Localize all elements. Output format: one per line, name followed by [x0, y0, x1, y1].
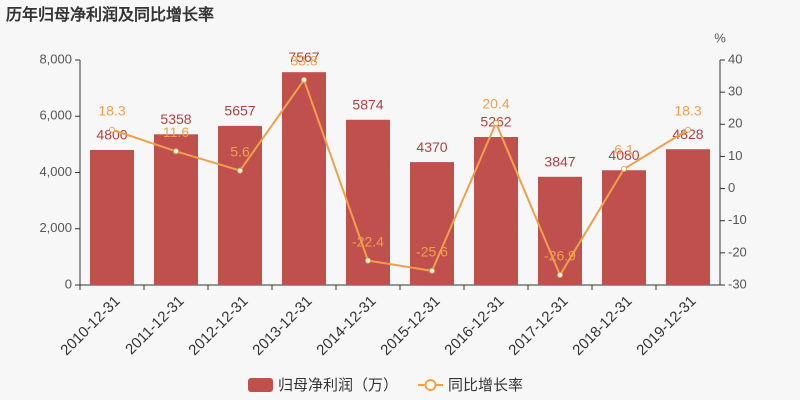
bar	[282, 72, 326, 285]
legend-label: 同比增长率	[448, 377, 523, 394]
line-value-label: 20.4	[482, 96, 509, 112]
legend-swatch	[248, 378, 273, 392]
legend-swatch	[424, 379, 437, 391]
x-tick-label: 2019-12-31	[633, 293, 699, 359]
x-tick-label: 2014-12-31	[313, 293, 379, 359]
line-value-label: 11.6	[163, 124, 189, 140]
x-tick-label: 2013-12-31	[249, 293, 315, 359]
y2-tick-label: 40	[728, 51, 742, 66]
line-point	[557, 272, 563, 279]
y2-tick-label: 10	[728, 148, 742, 163]
line-point	[301, 76, 307, 83]
y2-tick-label: 20	[728, 116, 742, 131]
x-tick-label: 2011-12-31	[122, 293, 187, 358]
x-tick-label: 2016-12-31	[441, 293, 507, 359]
bar-value-label: 5358	[160, 111, 191, 127]
bar-value-label: 4800	[96, 127, 127, 143]
y-tick-label: 4,000	[39, 164, 72, 179]
line	[111, 77, 689, 278]
line-value-label: -22.4	[352, 233, 384, 249]
bar-value-label: 4828	[672, 126, 703, 142]
line-value-label: 18.3	[674, 102, 701, 118]
bar	[90, 150, 134, 285]
bar	[346, 119, 390, 285]
bar-value-label: 3847	[544, 154, 575, 170]
bar	[474, 137, 518, 285]
line-value-label: 33.8	[290, 53, 317, 69]
line-point	[109, 126, 115, 133]
line-point	[621, 165, 627, 172]
bar-value-label: 5874	[352, 96, 383, 112]
y-tick-label: 6,000	[39, 108, 72, 123]
bar-value-label: 4080	[608, 147, 639, 163]
bar	[538, 176, 582, 285]
y-tick-label: 8,000	[39, 51, 72, 66]
bar	[666, 149, 710, 285]
bar	[410, 162, 454, 285]
bar-value-label: 4370	[416, 139, 447, 155]
line-value-label: 18.3	[98, 102, 125, 118]
chart-title: 历年归母净利润及同比增长率	[6, 5, 214, 24]
x-tick-label: 2018-12-31	[569, 293, 635, 359]
line-point	[493, 120, 499, 126]
y2-tick-label: -20	[728, 244, 747, 259]
line-point	[429, 267, 435, 274]
y2-tick-label: 0	[728, 180, 735, 195]
line-point	[173, 148, 179, 155]
line-value-label: -25.6	[416, 244, 448, 260]
y2-tick-label: -30	[728, 276, 747, 291]
line-point	[237, 167, 243, 174]
line-value-label: 6.1	[614, 142, 634, 158]
x-tick-label: 2017-12-31	[505, 293, 571, 359]
line-point	[365, 257, 371, 264]
line-point	[685, 126, 691, 133]
bar	[154, 134, 198, 285]
y2-tick-label: -10	[728, 212, 747, 227]
bar	[218, 125, 262, 285]
x-tick-label: 2012-12-31	[185, 293, 251, 359]
line-value-label: 5.6	[230, 143, 250, 159]
y2-unit: %	[714, 30, 726, 45]
y-tick-label: 2,000	[39, 220, 72, 235]
bar-value-label: 5657	[224, 103, 255, 119]
bar-value-label: 7567	[288, 49, 319, 65]
line-value-label: -26.9	[544, 248, 576, 264]
legend-label: 归母净利润（万）	[278, 377, 398, 394]
bar	[602, 170, 646, 285]
y2-tick-label: 30	[728, 84, 742, 99]
y-tick-label: 0	[65, 276, 72, 291]
x-tick-label: 2010-12-31	[57, 293, 123, 359]
x-tick-label: 2015-12-31	[377, 293, 443, 359]
